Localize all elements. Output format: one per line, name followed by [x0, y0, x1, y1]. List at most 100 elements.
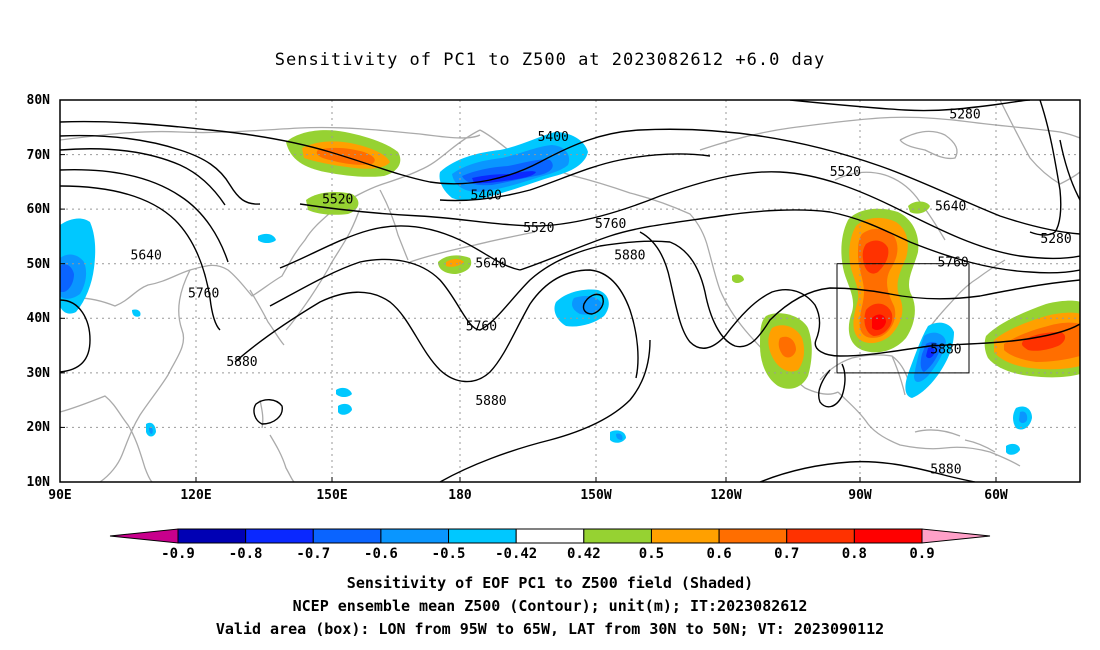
valid-area-box: [836, 263, 970, 374]
contour-label: 5880: [226, 355, 257, 370]
contour-label: 5880: [614, 249, 645, 264]
contour-label: 5520: [830, 165, 861, 180]
longitude-labels: 90E 120E 150E 180 150W 120W 90W 60W: [48, 488, 1008, 503]
colorbar-label: 0.8: [842, 546, 867, 562]
lat-label-70n: 70N: [27, 148, 51, 163]
contour-5880-a: [60, 299, 91, 373]
coastline-korea: [249, 289, 285, 346]
lat-label-10n: 10N: [27, 475, 51, 490]
map-title: Sensitivity of PC1 to Z500 at 2023082612…: [274, 50, 826, 70]
plot-frame: [59, 99, 1081, 483]
coastline-japan: [285, 207, 361, 331]
colorbar-label: 0.6: [706, 546, 731, 562]
caption-valid-area: Valid area (box): LON from 95W to 65W, L…: [215, 620, 885, 638]
contour-5760-a: [60, 185, 221, 331]
colorbar-label: -0.6: [364, 546, 398, 562]
contour-5400: [60, 120, 1080, 235]
colorbar-label: -0.8: [229, 546, 263, 562]
gridlines: [60, 100, 1080, 482]
contour-5760-b: [269, 240, 671, 331]
colorbar-swatch: [583, 528, 652, 544]
lon-label-90e: 90E: [48, 488, 71, 503]
colorbar-swatch: [177, 528, 247, 544]
contour-label: 5640: [131, 249, 162, 264]
colorbar-swatch: [448, 528, 517, 544]
contour-label: 5760: [466, 319, 497, 334]
colorbar-left-arrow: [109, 528, 179, 544]
colorbar-swatch: [312, 528, 382, 544]
colorbar-label: 0.42: [567, 546, 601, 562]
lon-label-180: 180: [448, 488, 472, 503]
contour-5880-small-pacific: [582, 293, 604, 315]
coastline-china-south: [99, 269, 191, 482]
contour-label: 5880: [930, 342, 961, 357]
coastlines: [60, 100, 1080, 482]
caption-contour: NCEP ensemble mean Z500 (Contour); unit(…: [292, 597, 808, 615]
positive-anomaly-mexico-west: [760, 313, 812, 389]
contour-label: 5400: [471, 189, 502, 204]
contour-5880-small-west: [253, 399, 283, 425]
colorbar-swatch: [245, 528, 314, 544]
colorbar-right-arrow: [921, 528, 991, 544]
colorbar-swatch: [380, 528, 450, 544]
lat-label-30n: 30N: [27, 366, 51, 381]
lat-label-20n: 20N: [27, 420, 51, 435]
lon-label-60w: 60W: [984, 488, 1008, 503]
contour-label: 5640: [935, 199, 966, 214]
contour-5640-a: [60, 169, 229, 263]
contour-5280-greenland: [1059, 139, 1080, 201]
contour-5880-d: [439, 339, 651, 482]
contour-5520-a: [60, 134, 261, 205]
axis-ticks: [60, 99, 997, 483]
lon-label-150w: 150W: [580, 488, 611, 503]
coastline-asia-east: [60, 129, 481, 307]
positive-anomaly-siberia: [286, 130, 401, 177]
contour-5880-e: [818, 363, 846, 408]
contour-label: 5760: [188, 287, 219, 302]
coastline-mexico-central: [837, 391, 1021, 467]
positive-anomaly-canada: [841, 208, 919, 353]
contour-label: 5760: [937, 256, 968, 271]
coastline-caribbean: [914, 429, 996, 453]
contour-label: 5520: [523, 221, 554, 236]
lon-label-120e: 120E: [180, 488, 211, 503]
contour-5880-f: [759, 460, 976, 482]
coastline-philippines: [269, 434, 295, 482]
coastline-siberia: [60, 126, 481, 141]
coastline-gulf: [819, 354, 909, 381]
contour-5640-b: [279, 225, 521, 271]
contour-label: 5280: [1040, 232, 1071, 247]
colorbar-swatch: [718, 528, 788, 544]
contour-5400-b: [439, 153, 711, 202]
coastline-florida: [891, 355, 906, 396]
negative-anomaly-pacific: [554, 289, 609, 327]
contour-5520-c: [299, 171, 1080, 259]
contour-label: 5880: [930, 462, 961, 477]
lat-label-80n: 80N: [27, 93, 51, 108]
negative-anomaly-asia-west: [60, 218, 96, 314]
colorbar-label: -0.9: [161, 546, 195, 562]
contour-label: 5880: [475, 394, 506, 409]
coastline-taiwan: [259, 399, 264, 429]
lat-label-40n: 40N: [27, 311, 51, 326]
caption-shading: Sensitivity of EOF PC1 to Z500 field (Sh…: [346, 574, 754, 592]
colorbar-label: 0.9: [909, 546, 934, 562]
positive-anomaly-atlantic: [984, 300, 1080, 378]
colorbar-label: -0.42: [495, 546, 537, 562]
colorbar-label: -0.5: [432, 546, 466, 562]
colorbar-swatch: [515, 528, 585, 544]
contour-5280-east: [1029, 100, 1062, 236]
coastline-canada-arctic: [699, 116, 1080, 151]
lat-label-50n: 50N: [27, 257, 51, 272]
colorbar-swatch: [786, 528, 855, 544]
coastline-arctic-islands: [899, 130, 958, 160]
contour-label: 5400: [538, 130, 569, 145]
lat-label-60n: 60N: [27, 202, 51, 217]
contour-label: 5760: [595, 217, 626, 232]
coastline-north-america-west: [707, 247, 839, 395]
negative-anomaly-atlantic: [1006, 406, 1032, 455]
contour-label: 5280: [949, 108, 980, 123]
coastline-hudson: [834, 171, 946, 241]
contour-5640-c: [519, 209, 1080, 274]
contour-5760-c: [669, 241, 1080, 348]
